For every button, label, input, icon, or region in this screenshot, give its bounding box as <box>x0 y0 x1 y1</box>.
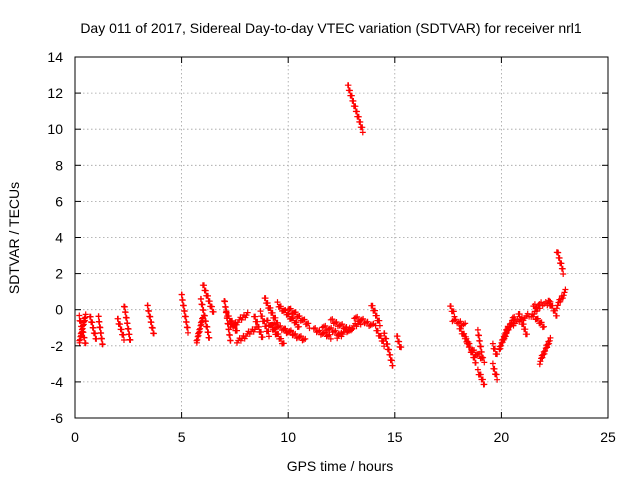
x-tick-label: 15 <box>387 429 403 445</box>
x-axis-label: GPS time / hours <box>287 458 394 474</box>
y-axis-label: SDTVAR / TECUs <box>6 182 22 294</box>
x-tick-label: 5 <box>178 429 186 445</box>
grid <box>75 57 608 418</box>
chart-title: Day 011 of 2017, Sidereal Day-to-day VTE… <box>80 20 582 36</box>
y-tick-label: 4 <box>55 230 63 246</box>
x-tick-label: 10 <box>280 429 296 445</box>
data-series-sdtvar <box>76 82 569 388</box>
x-tick-label: 0 <box>71 429 79 445</box>
y-tick-label: 10 <box>47 121 63 137</box>
x-tick-label: 25 <box>600 429 616 445</box>
y-tick-label: 0 <box>55 302 63 318</box>
y-tick-label: 12 <box>47 85 63 101</box>
data-points-sdtvar <box>76 82 569 388</box>
y-tick-label: 8 <box>55 157 63 173</box>
y-tick-label: -6 <box>51 410 64 426</box>
x-tick-label: 20 <box>494 429 510 445</box>
y-tick-label: 6 <box>55 193 63 209</box>
axis-ticks <box>74 56 609 419</box>
y-tick-label: 2 <box>55 266 63 282</box>
y-tick-label: -4 <box>51 374 64 390</box>
y-tick-label: -2 <box>51 338 64 354</box>
y-tick-label: 14 <box>47 49 63 65</box>
